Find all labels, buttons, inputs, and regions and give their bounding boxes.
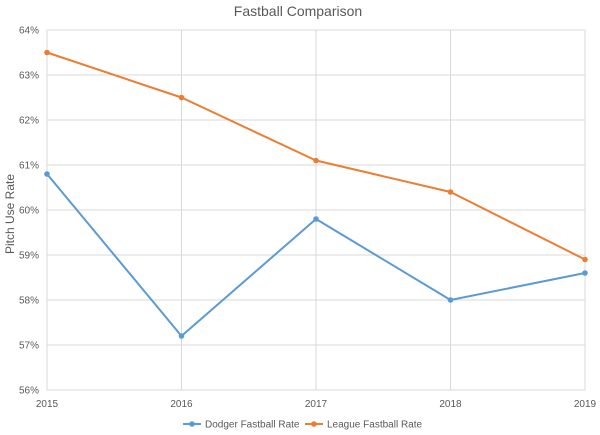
x-tick-label: 2018 [439,399,462,410]
legend-item: Dodger Fastball Rate [183,420,300,431]
data-point [44,49,50,56]
data-point [178,94,185,101]
data-point [447,297,454,303]
y-tick-label: 56% [19,386,39,397]
legend-item: League Fastball Rate [305,420,423,431]
y-tick-label: 63% [19,71,39,82]
data-point [313,157,319,164]
y-axis-label: Pitch Use Rate [3,174,17,254]
y-tick-label: 59% [19,251,39,262]
legend-label: League Fastball Rate [327,420,423,431]
data-point [44,171,50,177]
x-tick-label: 2017 [305,399,328,410]
series-1 [44,171,588,339]
data-point [582,270,588,276]
y-tick-label: 60% [19,206,39,217]
x-tick-labels: 2015 2016 2017 2018 2019 [36,399,597,410]
y-tick-label: 62% [19,116,39,127]
legend-label: Dodger Fastball Rate [205,420,300,431]
legend-marker [189,421,195,427]
x-tick-label: 2015 [36,399,59,410]
gridlines [46,29,586,391]
x-tick-label: 2016 [170,399,193,410]
data-point [313,216,319,222]
data-point [447,189,454,195]
x-tick-label: 2019 [574,399,597,410]
y-tick-label: 58% [19,296,39,307]
series-lines [44,49,588,339]
legend-marker [311,421,317,427]
chart-title: Fastball Comparison [234,3,362,19]
series-2 [44,49,588,263]
y-tick-label: 61% [19,161,39,172]
data-point [582,256,588,263]
y-tick-label: 64% [19,26,39,37]
data-point [178,333,185,339]
legend: Dodger Fastball Rate League Fastball Rate [183,420,423,431]
y-tick-labels: 56% 57% 58% 59% 60% 61% 62% 63% 64% [19,26,39,397]
y-tick-label: 57% [19,341,39,352]
